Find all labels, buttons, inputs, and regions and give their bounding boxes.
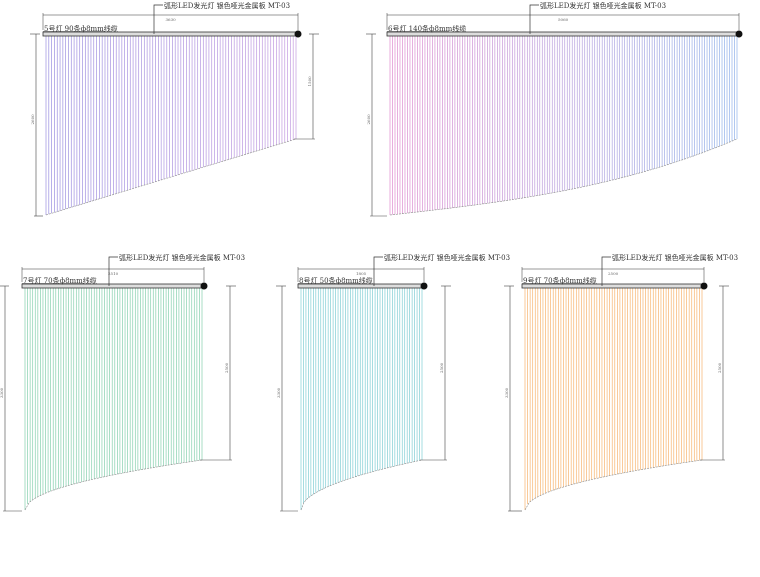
light-title: 8号灯 50条ф8mm线缆	[299, 276, 373, 285]
leader-line	[153, 4, 163, 34]
bottom-arc	[45, 138, 297, 216]
cable-lines	[300, 288, 423, 510]
end-cap-icon	[700, 282, 708, 290]
light-title: 9号灯 70条ф8mm线缆	[523, 276, 597, 285]
left-height-dimension: 3300	[0, 387, 4, 398]
end-cap-icon	[294, 30, 302, 38]
bottom-arc	[300, 459, 423, 511]
material-label: 弧形LED发光灯 银色哑光金属板 MT-03	[119, 253, 245, 262]
material-label: 弧形LED发光灯 银色哑光金属板 MT-03	[164, 1, 290, 10]
panel-light-8: 1805 3300 2500 弧形LED发光灯 银色哑光金属板 MT-03 8号灯 50…	[276, 253, 510, 512]
width-dimension: 3630	[166, 17, 177, 22]
leader-line	[529, 4, 539, 34]
left-height-dimension: 2600	[366, 114, 371, 125]
bottom-arc	[24, 459, 203, 511]
leader-line	[108, 256, 118, 286]
bottom-arc	[389, 138, 738, 216]
right-height-dimension: 2500	[717, 362, 722, 373]
right-height-dimension: 2500	[224, 362, 229, 373]
right-height-dimension: 2500	[439, 362, 444, 373]
leader-line	[601, 256, 611, 286]
left-height-dimension: 2600	[30, 114, 35, 125]
bottom-arc	[524, 459, 703, 511]
light-title: 7号灯 70条ф8mm线缆	[23, 276, 97, 285]
leader-line	[373, 256, 383, 286]
light-title: 6号灯 140条ф8mm线缆	[388, 24, 466, 33]
panel-light-5: 3630 2600 1500 弧形LED发光灯 银色哑光金属板 MT-03 5号灯 90…	[30, 1, 319, 217]
cable-lines	[45, 36, 297, 215]
end-cap-icon	[420, 282, 428, 290]
cable-lines	[389, 36, 738, 215]
left-height-dimension: 3300	[276, 387, 281, 398]
width-dimension: 1805	[356, 271, 367, 276]
right-height-dimension: 1500	[307, 76, 312, 87]
cable-lines	[524, 288, 703, 510]
panel-light-9: 2500 3300 2500 弧形LED发光灯 银色哑光金属板 MT-03 9号灯 70…	[504, 253, 738, 512]
material-label: 弧形LED发光灯 银色哑光金属板 MT-03	[384, 253, 510, 262]
width-dimension: 2510	[108, 271, 119, 276]
panel-light-6: 5060 2600 弧形LED发光灯 银色哑光金属板 MT-03 6号灯 140条ф8…	[366, 1, 743, 217]
width-dimension: 5060	[558, 17, 569, 22]
width-dimension: 2500	[608, 271, 619, 276]
end-cap-icon	[735, 30, 743, 38]
material-label: 弧形LED发光灯 银色哑光金属板 MT-03	[612, 253, 738, 262]
light-title: 5号灯 90条ф8mm线缆	[44, 24, 118, 33]
left-height-dimension: 3300	[504, 387, 509, 398]
material-label: 弧形LED发光灯 银色哑光金属板 MT-03	[540, 1, 666, 10]
panel-light-7: 2510 3300 2500 弧形LED发光灯 银色哑光金属板 MT-03 7号灯 70…	[0, 253, 245, 512]
cable-lines	[24, 288, 203, 510]
end-cap-icon	[200, 282, 208, 290]
